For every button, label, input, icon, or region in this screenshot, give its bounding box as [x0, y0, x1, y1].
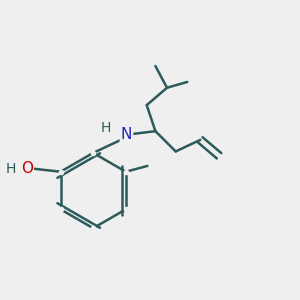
Text: N: N — [121, 127, 132, 142]
Text: H: H — [101, 121, 111, 135]
Text: H: H — [5, 162, 16, 176]
Text: O: O — [21, 161, 33, 176]
